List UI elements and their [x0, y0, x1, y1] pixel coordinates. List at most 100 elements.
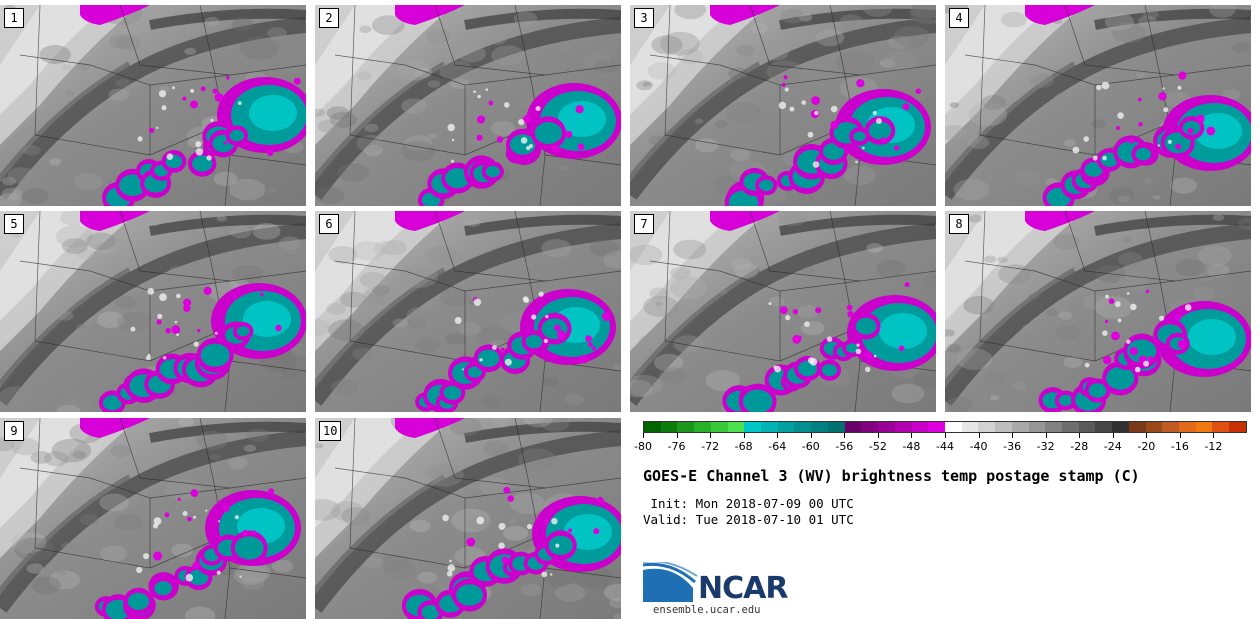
wv-map-image [315, 5, 621, 206]
panel-number-label: 3 [634, 8, 654, 28]
colorbar-tick-label: -12 [1204, 440, 1223, 453]
colorbar-tick-label: -24 [1103, 440, 1122, 453]
colorbar-segment [744, 422, 762, 432]
colorbar-segment [894, 422, 912, 432]
colorbar-segment [1128, 422, 1146, 432]
colorbar-tick-label: -48 [902, 440, 921, 453]
wv-map-image [315, 211, 621, 412]
colorbar-segment [694, 422, 711, 432]
colorbar-tick [1179, 433, 1181, 438]
colorbar-tick-label: -64 [768, 440, 787, 453]
colorbar-tick [676, 433, 678, 438]
wv-map-image [0, 418, 306, 619]
colorbar-tick [844, 433, 846, 438]
colorbar-segment [1045, 422, 1062, 432]
colorbar-tick-label: -68 [734, 440, 753, 453]
colorbar-tick-label: -16 [1170, 440, 1189, 453]
colorbar-segment [928, 422, 945, 432]
wv-map-image [630, 5, 936, 206]
colorbar-tick [810, 433, 812, 438]
colorbar-tick [911, 433, 913, 438]
colorbar-segment [827, 422, 845, 432]
colorbar-segment [978, 422, 996, 432]
colorbar-tick [643, 433, 644, 438]
colorbar-segment [727, 422, 745, 432]
panel-number-label: 7 [634, 214, 654, 234]
stamp-panel-1: 1 [0, 5, 306, 206]
colorbar-segment [911, 422, 929, 432]
colorbar-tick [1112, 433, 1114, 438]
colorbar-tick [777, 433, 779, 438]
colorbar-segment [677, 422, 695, 432]
colorbar-tick-label: -32 [1036, 440, 1055, 453]
colorbar-tick-label: -20 [1137, 440, 1156, 453]
panel-number-label: 8 [949, 214, 969, 234]
colorbar [643, 421, 1247, 433]
stamp-panel-5: 5 [0, 211, 306, 412]
colorbar-tick-label: -44 [936, 440, 954, 453]
wv-map-image [0, 211, 306, 412]
colorbar-segment [1195, 422, 1213, 432]
wv-map-image [945, 211, 1251, 412]
colorbar-segment [944, 422, 962, 432]
colorbar-segment [710, 422, 728, 432]
colorbar-segment [1011, 422, 1029, 432]
stamp-panel-7: 7 [630, 211, 936, 412]
init-time: Init: Mon 2018-07-09 00 UTC [643, 496, 854, 511]
valid-time: Valid: Tue 2018-07-10 01 UTC [643, 512, 854, 527]
colorbar-segment [861, 422, 879, 432]
colorbar-segment [1112, 422, 1129, 432]
stamp-panel-2: 2 [315, 5, 621, 206]
stamp-panel-6: 6 [315, 211, 621, 412]
colorbar-tick-label: -36 [1003, 440, 1022, 453]
panel-number-label: 2 [319, 8, 339, 28]
wv-map-image [315, 418, 621, 619]
stamp-panel-9: 9 [0, 418, 306, 619]
colorbar-segment [995, 422, 1012, 432]
wv-map-image [945, 5, 1251, 206]
colorbar-segment [644, 422, 661, 432]
colorbar-segment [1061, 422, 1079, 432]
colorbar-tick [978, 433, 980, 438]
colorbar-segment [794, 422, 812, 432]
panel-number-label: 1 [4, 8, 24, 28]
colorbar-segment [878, 422, 895, 432]
panel-number-label: 9 [4, 421, 24, 441]
colorbar-segment [1095, 422, 1113, 432]
colorbar-tick-label: -80 [634, 440, 652, 453]
colorbar-tick [945, 433, 946, 438]
colorbar-segment [1229, 422, 1246, 432]
colorbar-tick [1213, 433, 1215, 438]
colorbar-segment [1028, 422, 1046, 432]
wv-map-image [630, 211, 936, 412]
colorbar-segment [1212, 422, 1230, 432]
panel-number-label: 10 [319, 421, 342, 441]
stamp-panel-4: 4 [945, 5, 1251, 206]
colorbar-tick [743, 433, 745, 438]
colorbar-tick [1012, 433, 1014, 438]
colorbar-tick-label: -56 [835, 440, 854, 453]
colorbar-segment [777, 422, 795, 432]
panel-number-label: 4 [949, 8, 969, 28]
colorbar-segment [1162, 422, 1179, 432]
panel-number-label: 6 [319, 214, 339, 234]
colorbar-tick [877, 433, 879, 438]
colorbar-tick [1146, 433, 1148, 438]
wv-map-image [0, 5, 306, 206]
colorbar-tick-label: -72 [701, 440, 720, 453]
chart-title: GOES-E Channel 3 (WV) brightness temp po… [643, 467, 1140, 485]
colorbar-segment [1078, 422, 1096, 432]
colorbar-ticks: -80 -76 -72 -68 -64 -60 -56 -52 -48 -44 -40 -36 -32 -… [634, 433, 1247, 453]
colorbar-tick-label: -60 [801, 440, 820, 453]
colorbar-tick [1045, 433, 1047, 438]
colorbar-tick [1079, 433, 1081, 438]
ncar-logo-text: NCAR [698, 571, 788, 606]
colorbar-segment [660, 422, 678, 432]
colorbar-tick-label: -28 [1070, 440, 1089, 453]
colorbar-segment [1179, 422, 1196, 432]
ncar-logo-icon [643, 562, 698, 602]
colorbar-segment [844, 422, 862, 432]
stamp-panel-10: 10 [315, 418, 621, 619]
colorbar-tick-label: -76 [667, 440, 686, 453]
colorbar-segment [1145, 422, 1163, 432]
